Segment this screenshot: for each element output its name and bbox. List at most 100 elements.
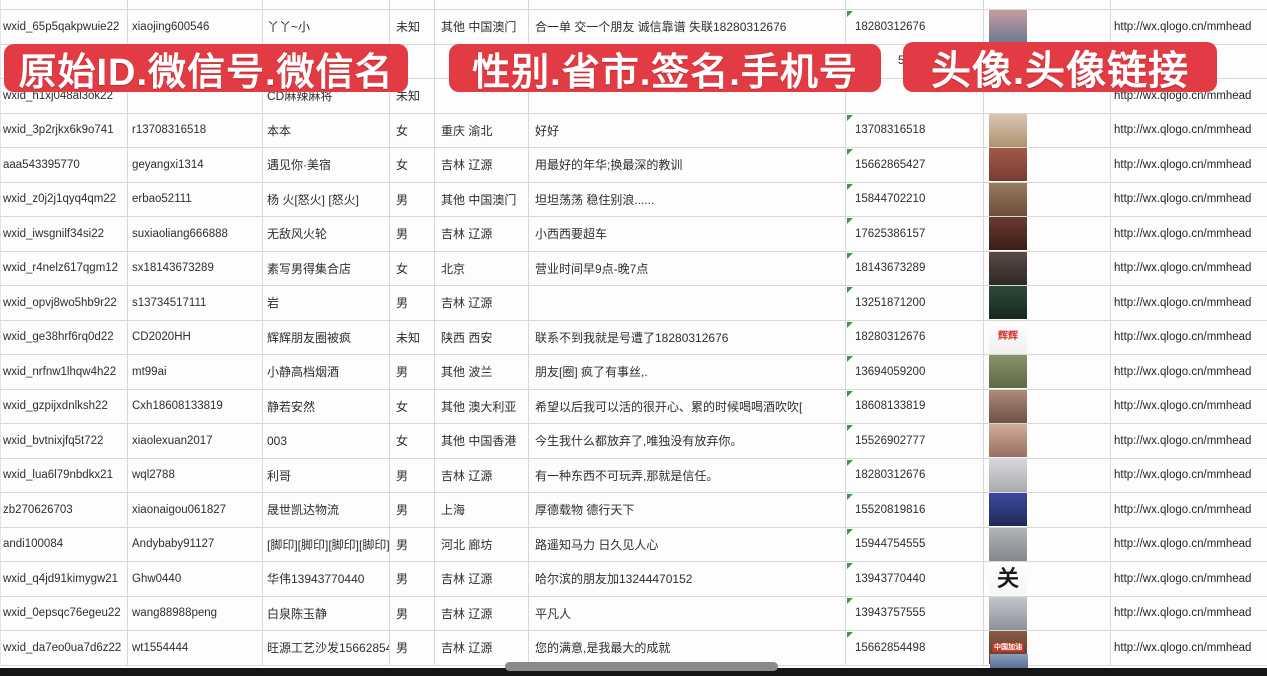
cell-wechat-id[interactable]: xiaolexuan2017 [128, 424, 263, 459]
cell-signature[interactable]: 哈尔滨的朋友加13244470152 [529, 562, 846, 597]
cell-avatar-link[interactable]: http://wx.qlogo.cn/mmhead [1111, 390, 1267, 424]
cell-avatar[interactable] [984, 424, 1111, 459]
cell-signature[interactable]: 您的满意,是我最大的成就 [529, 631, 846, 666]
cell-phone[interactable] [846, 79, 984, 114]
empty-cell[interactable] [435, 0, 529, 10]
cell-wechat-id[interactable]: wt1554444 [128, 631, 263, 666]
cell-phone[interactable]: 15844702210 [846, 182, 984, 217]
cell-phone[interactable]: 18143673289 [846, 251, 984, 286]
cell-wechat-id[interactable]: wang88988peng [128, 596, 263, 631]
cell-gender[interactable]: 未知 [390, 320, 435, 355]
cell-wxid[interactable]: wxid_0epsqc76egeu22 [0, 596, 128, 631]
cell-region[interactable]: 陕西 西安 [435, 320, 529, 355]
cell-avatar[interactable]: 关 [984, 562, 1111, 597]
cell-gender[interactable]: 男 [390, 458, 435, 493]
cell-avatar-link[interactable]: http://wx.qlogo.cn/mmhead [1111, 459, 1267, 493]
cell-region[interactable]: 河北 廊坊 [435, 527, 529, 562]
cell-gender[interactable]: 男 [390, 562, 435, 597]
cell-wechat-name[interactable]: 本本 [263, 113, 390, 148]
cell-wxid[interactable]: wxid_r4nelz617qgm12 [0, 251, 128, 286]
empty-cell[interactable] [390, 0, 435, 10]
cell-avatar-link[interactable]: http://wx.qlogo.cn/mmhead [1111, 217, 1267, 252]
cell-wxid[interactable]: andi100084 [0, 527, 128, 562]
avatar-image[interactable] [989, 10, 1027, 44]
cell-wechat-name[interactable]: 华伟13943770440 [263, 562, 390, 597]
cell-gender[interactable]: 女 [390, 424, 435, 459]
cell-wechat-name[interactable]: CD麻辣麻将 [263, 79, 390, 114]
avatar-image[interactable] [989, 113, 1027, 147]
cell-wxid[interactable]: wxid_3p2rjkx6k9o741 [0, 113, 128, 148]
cell-signature[interactable] [529, 286, 846, 321]
empty-cell[interactable] [1111, 0, 1267, 10]
cell-wechat-id[interactable]: geyangxi1314 [128, 148, 263, 183]
cell-wxid[interactable]: zb270626703 [0, 493, 128, 528]
cell-gender[interactable]: 男 [390, 286, 435, 321]
cell-signature[interactable] [529, 79, 846, 114]
cell-wechat-name[interactable]: 辉辉朋友圈被疯 [263, 320, 390, 355]
avatar-image[interactable]: 关 [989, 562, 1027, 596]
cell-wechat-name[interactable]: 素写男得集合店 [263, 251, 390, 286]
cell-wxid[interactable]: wxid_q4jd91kimygw21 [0, 562, 128, 597]
cell-avatar[interactable] [984, 596, 1111, 631]
cell-gender[interactable]: 女 [390, 251, 435, 286]
cell-avatar[interactable] [984, 79, 1111, 114]
cell-region[interactable]: 其他 中国澳门 [435, 10, 529, 45]
cell-gender[interactable]: 男 [390, 631, 435, 666]
cell-signature[interactable]: 联系不到我就是号遭了18280312676 [529, 320, 846, 355]
cell-wechat-name[interactable]: 杨 火[怒火] [怒火] [263, 182, 390, 217]
cell-gender[interactable]: 男 [390, 493, 435, 528]
cell-wechat-id[interactable]: s13734517111 [128, 286, 263, 321]
cell-phone[interactable]: 15526902777 [846, 424, 984, 459]
cell-avatar[interactable] [984, 389, 1111, 424]
cell-signature[interactable]: 有一种东西不可玩弄,那就是信任。 [529, 458, 846, 493]
cell-phone[interactable]: 15944754555 [846, 527, 984, 562]
cell-region[interactable]: 其他 波兰 [435, 355, 529, 390]
avatar-image[interactable] [989, 389, 1027, 423]
cell-avatar-link[interactable]: http://wx.qlogo.cn/mmhead [1111, 286, 1267, 321]
cell-wechat-name[interactable]: 无敌风火轮 [263, 217, 390, 252]
cell-gender[interactable]: 女 [390, 113, 435, 148]
cell-signature[interactable]: 小西西要超车 [529, 217, 846, 252]
cell-region[interactable]: 吉林 辽源 [435, 286, 529, 321]
cell-wechat-name[interactable]: 遇见你·美宿 [263, 148, 390, 183]
cell-gender[interactable]: 男 [390, 596, 435, 631]
cell-region[interactable] [435, 79, 529, 114]
cell-wechat-name[interactable]: 静若安然 [263, 389, 390, 424]
cell-phone[interactable]: 18280312676 [846, 320, 984, 355]
cell-avatar[interactable] [984, 113, 1111, 148]
cell-avatar[interactable] [984, 286, 1111, 321]
cell-wechat-name[interactable]: 旺源工艺沙发15662854 [263, 631, 390, 666]
cell-wechat-name[interactable]: 岩 [263, 286, 390, 321]
cell-region[interactable]: 吉林 辽源 [435, 458, 529, 493]
cell-avatar-link[interactable]: http://wx.qlogo.cn/mmhead [1111, 597, 1267, 631]
cell-signature[interactable]: 合一单 交一个朋友 诚信靠谱 失联18280312676 [529, 10, 846, 45]
cell-wxid[interactable]: wxid_ge38hrf6rq0d22 [0, 320, 128, 355]
cell-avatar-link[interactable]: http://wx.qlogo.cn/mmhead [1111, 252, 1267, 286]
cell-gender[interactable]: 女 [390, 148, 435, 183]
cell-avatar[interactable] [984, 251, 1111, 286]
cell-signature[interactable]: 路遥知马力 日久见人心 [529, 527, 846, 562]
cell-avatar-link[interactable]: http://wx.qlogo.cn/mmhead [1111, 183, 1267, 217]
cell-phone[interactable]: 13943770440 [846, 562, 984, 597]
cell-wechat-id[interactable]: Andybaby91127 [128, 527, 263, 562]
cell-region[interactable]: 吉林 辽源 [435, 148, 529, 183]
cell-avatar-link[interactable]: http://wx.qlogo.cn/mmhead [1111, 493, 1267, 528]
empty-cell[interactable] [984, 0, 1111, 10]
cell-wechat-id[interactable]: CD2020HH [128, 320, 263, 355]
cell-signature[interactable]: 坦坦荡荡 稳住别浪...... [529, 182, 846, 217]
cell-signature[interactable]: 厚德载物 德行天下 [529, 493, 846, 528]
cell-region[interactable]: 其他 澳大利亚 [435, 389, 529, 424]
cell-phone[interactable]: 13943757555 [846, 596, 984, 631]
avatar-image[interactable] [989, 596, 1027, 630]
cell-avatar[interactable]: 辉辉 [984, 320, 1111, 355]
avatar-image[interactable] [989, 355, 1027, 389]
cell-avatar[interactable] [984, 458, 1111, 493]
avatar-image[interactable] [989, 148, 1027, 182]
cell-wechat-name[interactable]: [脚印][脚印][脚印][脚印] [263, 527, 390, 562]
cell-wechat-id[interactable]: xiaojing600546 [128, 10, 263, 45]
cell-signature[interactable]: 用最好的年华;换最深的教训 [529, 148, 846, 183]
cell-wxid[interactable]: aaa543395770 [0, 148, 128, 183]
cell-avatar-link[interactable]: http://wx.qlogo.cn/mmhead [1111, 424, 1267, 459]
avatar-image[interactable] [989, 217, 1027, 251]
cell-wxid[interactable]: wxid_da7eo0ua7d6z22 [0, 631, 128, 666]
